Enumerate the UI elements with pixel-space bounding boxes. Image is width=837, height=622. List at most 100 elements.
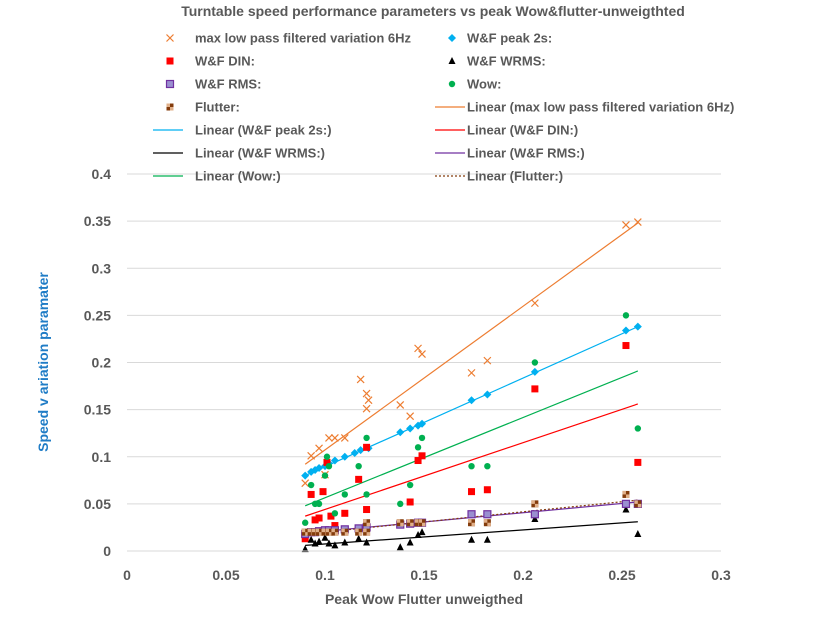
data-point [315, 514, 323, 522]
marker-shape [471, 522, 476, 527]
data-point [325, 539, 333, 547]
data-point [397, 500, 404, 508]
data-point [396, 519, 404, 527]
data-point [406, 412, 415, 421]
x-tick-label: 0.15 [410, 567, 437, 583]
marker-shape [363, 434, 370, 442]
legend-entry: Linear (Flutter:) [435, 169, 563, 184]
legend-label: Flutter: [195, 100, 240, 115]
data-point [414, 444, 422, 451]
marker-shape [311, 528, 316, 533]
series-group [302, 312, 642, 526]
legend-label: Linear (W&F WRMS:) [195, 146, 325, 161]
marker-shape [406, 481, 414, 489]
data-point [418, 434, 426, 442]
data-point [483, 356, 492, 365]
marker-shape [325, 462, 333, 470]
data-point [323, 453, 331, 460]
marker-stroke [315, 444, 323, 453]
data-point [340, 452, 349, 461]
y-tick-label: 0.3 [92, 260, 112, 276]
marker-shape [418, 519, 423, 523]
marker-shape [410, 522, 414, 527]
data-point [340, 433, 349, 442]
legend-entry: Linear (Wow:) [153, 169, 281, 184]
marker-shape [634, 530, 642, 538]
marker-stroke [622, 220, 630, 229]
marker-shape [165, 79, 175, 89]
data-point [363, 506, 371, 514]
marker-shape [621, 326, 630, 335]
data-point [362, 389, 371, 398]
marker-shape [350, 448, 359, 457]
data-point [355, 475, 363, 483]
data-point [311, 539, 319, 547]
legend-label: Linear (W&F DIN:) [467, 123, 578, 138]
legend-marker [165, 79, 175, 89]
marker-shape [319, 488, 327, 496]
marker-shape [418, 452, 426, 460]
marker-shape [400, 522, 404, 527]
marker-shape [621, 499, 631, 508]
data-point [406, 498, 414, 506]
marker-shape [323, 458, 331, 466]
data-point [331, 528, 339, 536]
marker-shape [468, 519, 472, 523]
marker-shape [355, 528, 359, 533]
data-point [325, 528, 333, 536]
marker-shape [334, 532, 339, 536]
marker-shape [468, 462, 475, 470]
marker-shape [422, 522, 426, 527]
data-point [311, 516, 319, 524]
data-point [531, 385, 539, 393]
marker-shape [363, 506, 371, 514]
data-point [406, 481, 414, 489]
data-point [396, 400, 405, 409]
marker-shape [315, 500, 323, 508]
legend-label: Linear (Flutter:) [467, 169, 563, 184]
data-point [302, 519, 309, 526]
data-point [621, 326, 630, 335]
marker-shape [448, 80, 456, 88]
data-point [331, 510, 339, 517]
data-point [468, 488, 476, 496]
marker-shape [363, 443, 371, 451]
marker-shape [622, 505, 630, 513]
marker-shape [170, 107, 174, 111]
data-point [633, 218, 642, 226]
marker-shape [483, 535, 491, 543]
data-point [307, 490, 315, 498]
x-tick-label: 0.2 [513, 567, 533, 583]
data-point [468, 535, 476, 543]
marker-stroke [325, 433, 333, 442]
axes: 0 0.05 0.1 0.15 0.2 0.25 0.3 0.35 0.4 0 0.05 0.1 0.1… [84, 166, 731, 583]
data-point [622, 312, 630, 319]
data-point [483, 486, 491, 494]
legend-marker [166, 103, 174, 111]
data-point [331, 541, 339, 549]
marker-shape [531, 359, 539, 366]
x-tick-label: 0.3 [711, 567, 731, 583]
marker-shape [358, 532, 363, 536]
data-point [315, 500, 323, 508]
marker-stroke [307, 451, 316, 460]
data-point [325, 462, 333, 470]
marker-shape [363, 528, 367, 533]
legend-marker [448, 80, 456, 88]
legend-entry: Linear (W&F DIN:) [435, 123, 578, 138]
data-point [418, 419, 427, 428]
marker-stroke [364, 396, 373, 405]
marker-shape [323, 453, 331, 460]
marker-shape [341, 491, 348, 498]
data-point [468, 519, 476, 527]
marker-shape [363, 491, 370, 498]
data-point [622, 505, 630, 513]
data-point [356, 375, 365, 384]
data-point [483, 390, 492, 399]
data-point [330, 456, 339, 465]
marker-shape [366, 532, 371, 536]
y-tick-label: 0.05 [84, 496, 111, 512]
data-point [315, 528, 323, 536]
